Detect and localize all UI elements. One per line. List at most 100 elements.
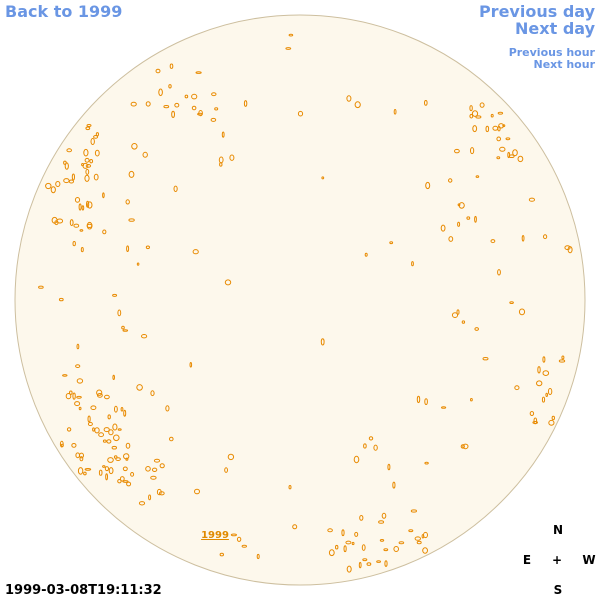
back-link[interactable]: Back to 1999: [5, 2, 122, 21]
feature-contour: [474, 327, 480, 331]
feature-contour: [521, 235, 525, 242]
feature-contour: [151, 467, 158, 472]
feature-contour: [123, 409, 127, 417]
feature-contour: [451, 312, 459, 319]
feature-contour: [498, 123, 505, 129]
feature-contour: [86, 124, 92, 127]
feature-contour: [93, 173, 99, 181]
feature-contour: [448, 178, 453, 183]
feature-contour: [542, 356, 546, 363]
feature-contour: [379, 539, 385, 542]
feature-contour: [102, 192, 105, 199]
feature-contour: [38, 285, 44, 289]
feature-contour: [479, 102, 485, 108]
feature-contour: [81, 205, 85, 211]
feature-contour: [285, 47, 292, 50]
feature-contour: [83, 148, 89, 157]
feature-contour: [145, 466, 151, 472]
feature-contour: [376, 560, 382, 563]
feature-contour: [211, 92, 217, 97]
feature-contour: [364, 252, 368, 257]
feature-contour: [72, 392, 76, 400]
compass-south: S: [554, 583, 563, 597]
feature-contour: [345, 540, 352, 545]
feature-contour: [76, 378, 84, 384]
feature-contour: [71, 173, 76, 181]
feature-contour: [542, 370, 550, 377]
feature-contour: [78, 203, 82, 211]
feature-contour: [288, 33, 294, 37]
feature-contour: [94, 427, 100, 434]
feature-contour: [384, 560, 388, 567]
feature-contour: [470, 398, 473, 402]
feature-contour: [86, 221, 93, 230]
feature-contour: [66, 148, 72, 153]
feature-contour: [543, 234, 548, 240]
feature-contour: [219, 552, 225, 557]
feature-contour: [69, 219, 74, 227]
previous-day-link[interactable]: Previous day: [479, 2, 596, 21]
feature-contour: [472, 125, 478, 133]
feature-contour: [141, 334, 148, 339]
feature-contour: [142, 151, 148, 158]
feature-contour: [159, 463, 165, 469]
feature-contour: [84, 468, 92, 471]
feature-contour: [102, 465, 106, 468]
compass-west: W: [582, 553, 595, 567]
feature-contour: [169, 436, 174, 442]
feature-contour: [214, 107, 219, 111]
feature-contour: [131, 143, 138, 150]
feature-contour: [497, 269, 501, 276]
feature-contour: [85, 164, 92, 168]
feature-contour: [378, 520, 385, 524]
feature-contour: [297, 110, 304, 117]
feature-contour: [84, 174, 90, 182]
feature-contour: [58, 297, 64, 302]
feature-contour: [341, 529, 345, 537]
feature-contour: [424, 461, 429, 465]
feature-contour: [321, 176, 325, 180]
feature-contour: [528, 197, 536, 202]
feature-contour: [155, 68, 161, 74]
feature-contour: [224, 279, 232, 286]
feature-contour: [440, 224, 446, 232]
feature-contour: [359, 515, 364, 521]
feature-contour: [68, 179, 75, 184]
next-day-link[interactable]: Next day: [515, 19, 596, 38]
feature-contour: [362, 558, 368, 562]
feature-contour: [328, 549, 335, 557]
feature-contour: [421, 534, 425, 539]
feature-contour: [512, 149, 518, 157]
feature-contour: [150, 390, 155, 397]
feature-contour: [561, 355, 565, 360]
feature-contour: [117, 428, 122, 431]
feature-contour: [198, 110, 203, 117]
feature-contour: [517, 155, 524, 163]
next-hour-link[interactable]: Next hour: [534, 58, 596, 71]
feature-contour: [75, 364, 81, 369]
feature-contour: [136, 384, 143, 391]
feature-contour: [470, 147, 475, 155]
feature-contour: [354, 101, 361, 109]
feature-contour: [90, 138, 95, 145]
feature-contour: [416, 395, 421, 404]
feature-contour: [128, 218, 135, 222]
magnetic-features: [38, 33, 573, 573]
feature-contour: [408, 529, 414, 533]
compass-center: +: [552, 553, 562, 567]
feature-contour: [541, 396, 546, 403]
feature-contour: [105, 473, 108, 481]
feature-contour: [551, 415, 555, 421]
feature-contour: [83, 471, 87, 476]
feature-contour: [210, 117, 217, 122]
feature-contour: [103, 427, 110, 433]
previous-hour-link[interactable]: Previous hour: [509, 46, 596, 59]
feature-contour: [368, 436, 374, 441]
feature-contour: [122, 466, 128, 472]
feature-contour: [138, 501, 146, 506]
feature-contour: [76, 343, 80, 350]
feature-contour: [256, 553, 260, 560]
feature-contour: [536, 380, 543, 387]
disk-year-link[interactable]: 1999: [201, 530, 229, 541]
feature-contour: [458, 202, 465, 209]
